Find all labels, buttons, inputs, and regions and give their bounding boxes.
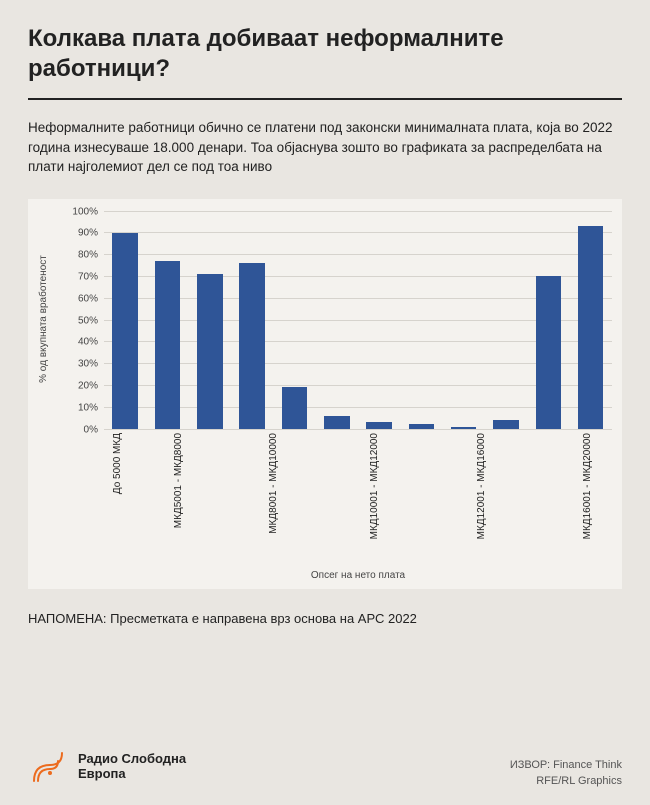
brand-text: Радио Слободна Европа	[78, 752, 186, 782]
brand-block: Радио Слободна Европа	[28, 747, 186, 787]
x-axis-title: Опсег на нето плата	[104, 570, 612, 581]
y-tick-label: 60%	[78, 293, 104, 304]
y-tick-label: 10%	[78, 402, 104, 413]
subtitle-text: Неформалните работници обично се платени…	[28, 118, 622, 177]
y-axis-title: % од вкупната вработеност	[38, 255, 49, 383]
y-tick-label: 40%	[78, 337, 104, 348]
bar-slot	[273, 211, 315, 429]
x-label-slot: До 5000 МКД	[104, 433, 165, 563]
bar	[536, 276, 561, 429]
bar	[578, 226, 603, 429]
y-tick-label: 100%	[72, 206, 104, 217]
credit-label: RFE/RL Graphics	[510, 775, 622, 787]
bar	[409, 424, 434, 428]
y-tick-label: 30%	[78, 359, 104, 370]
x-label-slot: МКД8001 - МКД10000	[260, 433, 361, 563]
bar-slot	[189, 211, 231, 429]
bar	[155, 261, 180, 429]
y-tick-label: 20%	[78, 381, 104, 392]
bar-slot	[358, 211, 400, 429]
brand-line-2: Европа	[78, 767, 186, 782]
salary-distribution-chart: % од вкупната вработеност 0%10%20%30%40%…	[28, 199, 622, 589]
note-text: НАПОМЕНА: Пресметката е направена врз ос…	[28, 611, 622, 626]
y-tick-label: 0%	[84, 424, 104, 435]
plot-area: 0%10%20%30%40%50%60%70%80%90%100%	[104, 211, 612, 429]
y-tick-label: 90%	[78, 228, 104, 239]
title-rule	[28, 98, 622, 100]
bar-slot	[104, 211, 146, 429]
brand-line-1: Радио Слободна	[78, 752, 186, 767]
bar-slot	[443, 211, 485, 429]
x-label-slot: МКД5001 - МКД8000	[165, 433, 260, 563]
source-credit-block: ИЗВОР: Finance Think RFE/RL Graphics	[510, 759, 622, 787]
bar-slot	[316, 211, 358, 429]
bar	[239, 263, 264, 429]
bar-group	[104, 211, 612, 429]
x-label-slot: МКД16001 - МКД20000	[574, 433, 650, 563]
y-tick-label: 50%	[78, 315, 104, 326]
gridline: 0%	[104, 429, 612, 430]
bar	[366, 422, 391, 429]
source-label: ИЗВОР: Finance Think	[510, 759, 622, 771]
footer: Радио Слободна Европа ИЗВОР: Finance Thi…	[28, 747, 622, 787]
bar	[197, 274, 222, 429]
x-label-slot: МКД12001 - МКД16000	[468, 433, 574, 563]
y-tick-label: 70%	[78, 272, 104, 283]
page-title: Колкава плата добиваат неформалните рабо…	[28, 24, 622, 84]
bar	[282, 387, 307, 428]
y-tick-label: 80%	[78, 250, 104, 261]
bar-slot	[485, 211, 527, 429]
bar-slot	[231, 211, 273, 429]
bar	[493, 420, 518, 429]
x-labels-row: До 5000 МКДМКД5001 - МКД8000МКД8001 - МК…	[104, 433, 612, 563]
x-label-slot: МКД10001 - МКД12000	[361, 433, 467, 563]
bar-slot	[400, 211, 442, 429]
bar-slot	[570, 211, 612, 429]
bar-slot	[146, 211, 188, 429]
x-category-label: МКД16001 - МКД20000	[582, 433, 650, 539]
rferl-logo-icon	[28, 747, 68, 787]
bar-slot	[527, 211, 569, 429]
bar	[451, 427, 476, 429]
bar	[324, 416, 349, 429]
bar	[112, 233, 137, 429]
